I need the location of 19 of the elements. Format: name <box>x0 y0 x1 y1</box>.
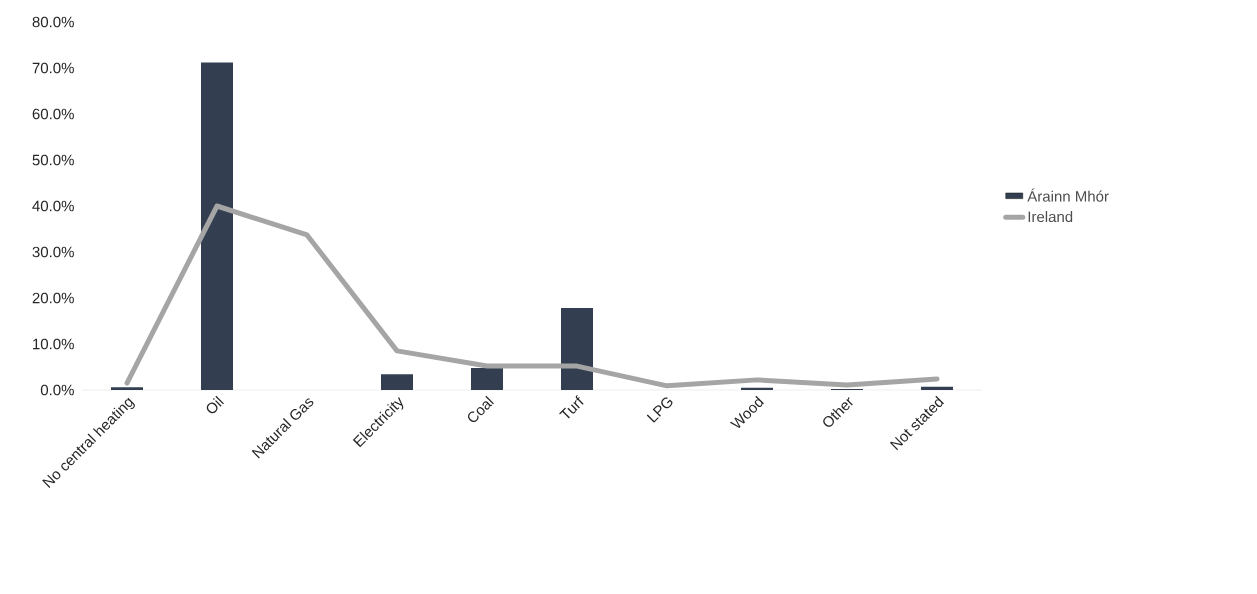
y-tick-label: 0.0% <box>40 384 74 396</box>
bar <box>201 62 233 390</box>
bar <box>381 374 414 390</box>
y-tick-label: 10.0% <box>33 338 74 350</box>
legend-label: Árainn Mhór <box>1027 188 1109 202</box>
y-tick-label: 70.0% <box>32 62 74 74</box>
y-tick-label: 60.0% <box>32 108 74 120</box>
y-tick-label: 40.0% <box>32 200 74 212</box>
x-tick-label: Turf <box>559 395 584 419</box>
y-tick-label: 80.0% <box>32 16 74 28</box>
x-tick-label: Oil <box>206 395 224 414</box>
bar <box>111 387 143 390</box>
y-tick-label: 20.0% <box>32 292 74 304</box>
legend-label: Ireland <box>1028 211 1073 223</box>
bar <box>561 308 594 390</box>
bar <box>921 386 954 390</box>
y-tick-label: 30.0% <box>32 246 74 258</box>
bar <box>471 367 504 390</box>
y-tick-label: 50.0% <box>32 154 74 166</box>
